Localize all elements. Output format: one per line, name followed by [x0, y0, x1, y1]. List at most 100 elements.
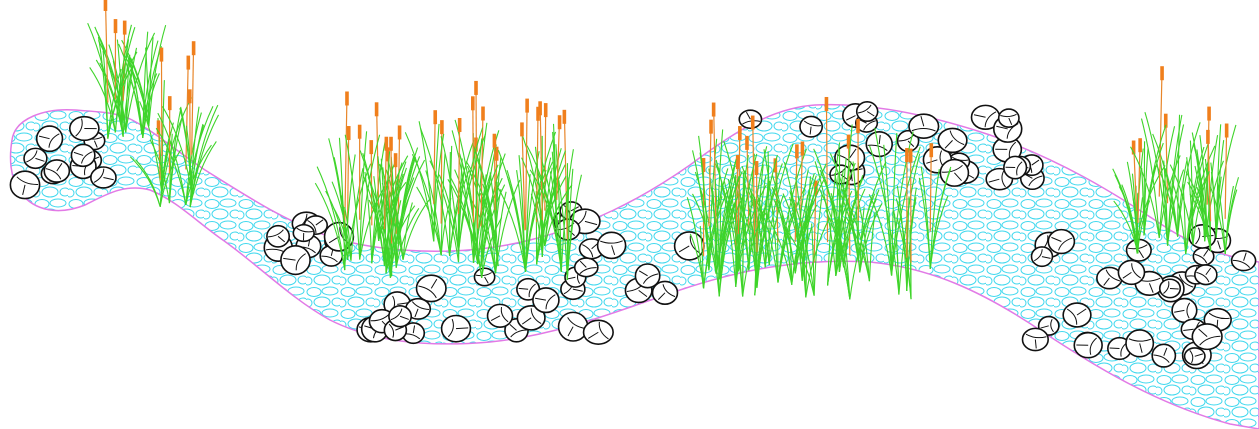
rock	[940, 160, 968, 187]
rock	[1232, 251, 1256, 271]
rock	[1185, 348, 1205, 365]
cattail-head	[905, 148, 909, 162]
cattail-head	[755, 161, 759, 175]
cattail-head	[375, 102, 379, 116]
cattail-head	[712, 103, 716, 117]
cattail-head	[544, 103, 548, 117]
rock	[559, 312, 588, 341]
stream-bed	[11, 105, 1259, 429]
reed-blade	[398, 156, 419, 243]
rock	[389, 306, 411, 327]
cattail-head	[104, 0, 108, 11]
rock	[1118, 260, 1144, 284]
cattail-head	[389, 137, 393, 151]
rock	[267, 226, 289, 247]
cattail-head	[1138, 138, 1142, 152]
cattail-head	[458, 118, 462, 132]
cattail-head	[160, 48, 164, 62]
cattail-head	[187, 56, 191, 70]
rock	[1126, 330, 1153, 357]
cattail-head	[856, 119, 860, 133]
cattail-head	[369, 140, 373, 154]
page: (() => { JSON.parse(document.getElementB…	[0, 0, 1259, 429]
cattail-stem	[192, 43, 194, 155]
cattail-head	[825, 97, 829, 111]
rock	[653, 281, 678, 304]
reed	[412, 120, 450, 255]
cattail-head	[493, 134, 497, 148]
cattail-stem	[1225, 126, 1226, 219]
cattail-head	[345, 91, 349, 105]
rock	[1048, 230, 1074, 254]
cattail-head	[738, 126, 742, 140]
cattail-head	[751, 116, 755, 130]
cattail-head	[525, 99, 529, 113]
rock	[575, 258, 598, 277]
rock	[1032, 247, 1053, 266]
cattail-head	[433, 110, 437, 124]
cattail-head	[1206, 130, 1210, 144]
stream-drawing	[0, 0, 1259, 429]
cattail-head	[192, 41, 196, 55]
rock	[1195, 265, 1217, 285]
rock	[281, 246, 310, 275]
rock-outline	[598, 232, 626, 258]
rock	[938, 128, 967, 152]
cattail-head	[538, 101, 542, 115]
cattail-head	[1225, 124, 1229, 138]
cattail-head	[558, 115, 562, 129]
rock	[533, 288, 559, 313]
rock	[1192, 324, 1222, 349]
cattail-head	[795, 144, 799, 158]
cattail-head	[398, 125, 402, 139]
rock	[584, 320, 614, 344]
cattail-head	[168, 96, 172, 110]
cattail-head	[394, 153, 398, 167]
cattail-head	[745, 136, 749, 150]
cattail-head	[709, 120, 713, 134]
rock-outline	[653, 281, 678, 304]
rock	[37, 126, 63, 151]
cattail-head	[929, 143, 933, 157]
rock	[1160, 279, 1181, 297]
rock	[1063, 303, 1091, 327]
cattail-head	[801, 142, 805, 156]
cattail-head	[1160, 66, 1164, 80]
cattail-head	[385, 137, 389, 151]
rock	[1152, 344, 1175, 367]
rock	[91, 167, 116, 188]
rock	[293, 225, 314, 242]
rock	[800, 116, 822, 137]
cattail-stem	[526, 101, 528, 230]
rock	[488, 304, 513, 327]
rock	[442, 315, 471, 341]
cattail-head	[114, 19, 118, 33]
cattail-head	[1207, 107, 1211, 121]
cattail-head	[358, 125, 362, 139]
cattail-head	[474, 81, 478, 95]
rock	[44, 160, 69, 182]
cattail-head	[481, 107, 485, 121]
cattail-head	[909, 149, 913, 163]
cattail-head	[347, 126, 351, 140]
rock	[739, 110, 761, 128]
rock-outline	[442, 315, 471, 341]
reed-blade	[149, 37, 153, 126]
rock	[70, 117, 99, 141]
rock	[909, 114, 939, 138]
rock	[474, 268, 494, 285]
rock	[71, 144, 94, 166]
rock	[10, 171, 39, 198]
cattail-head	[123, 21, 127, 35]
cattail-head	[563, 110, 567, 124]
rock	[24, 148, 47, 168]
cattail-head	[440, 120, 444, 134]
rock	[857, 102, 878, 121]
rock	[1074, 333, 1102, 358]
rock-outline	[281, 246, 310, 275]
reed	[1211, 124, 1236, 237]
cattail-head	[471, 96, 475, 110]
rock-outline	[417, 275, 446, 301]
rock	[1022, 328, 1048, 350]
rock	[999, 109, 1019, 127]
